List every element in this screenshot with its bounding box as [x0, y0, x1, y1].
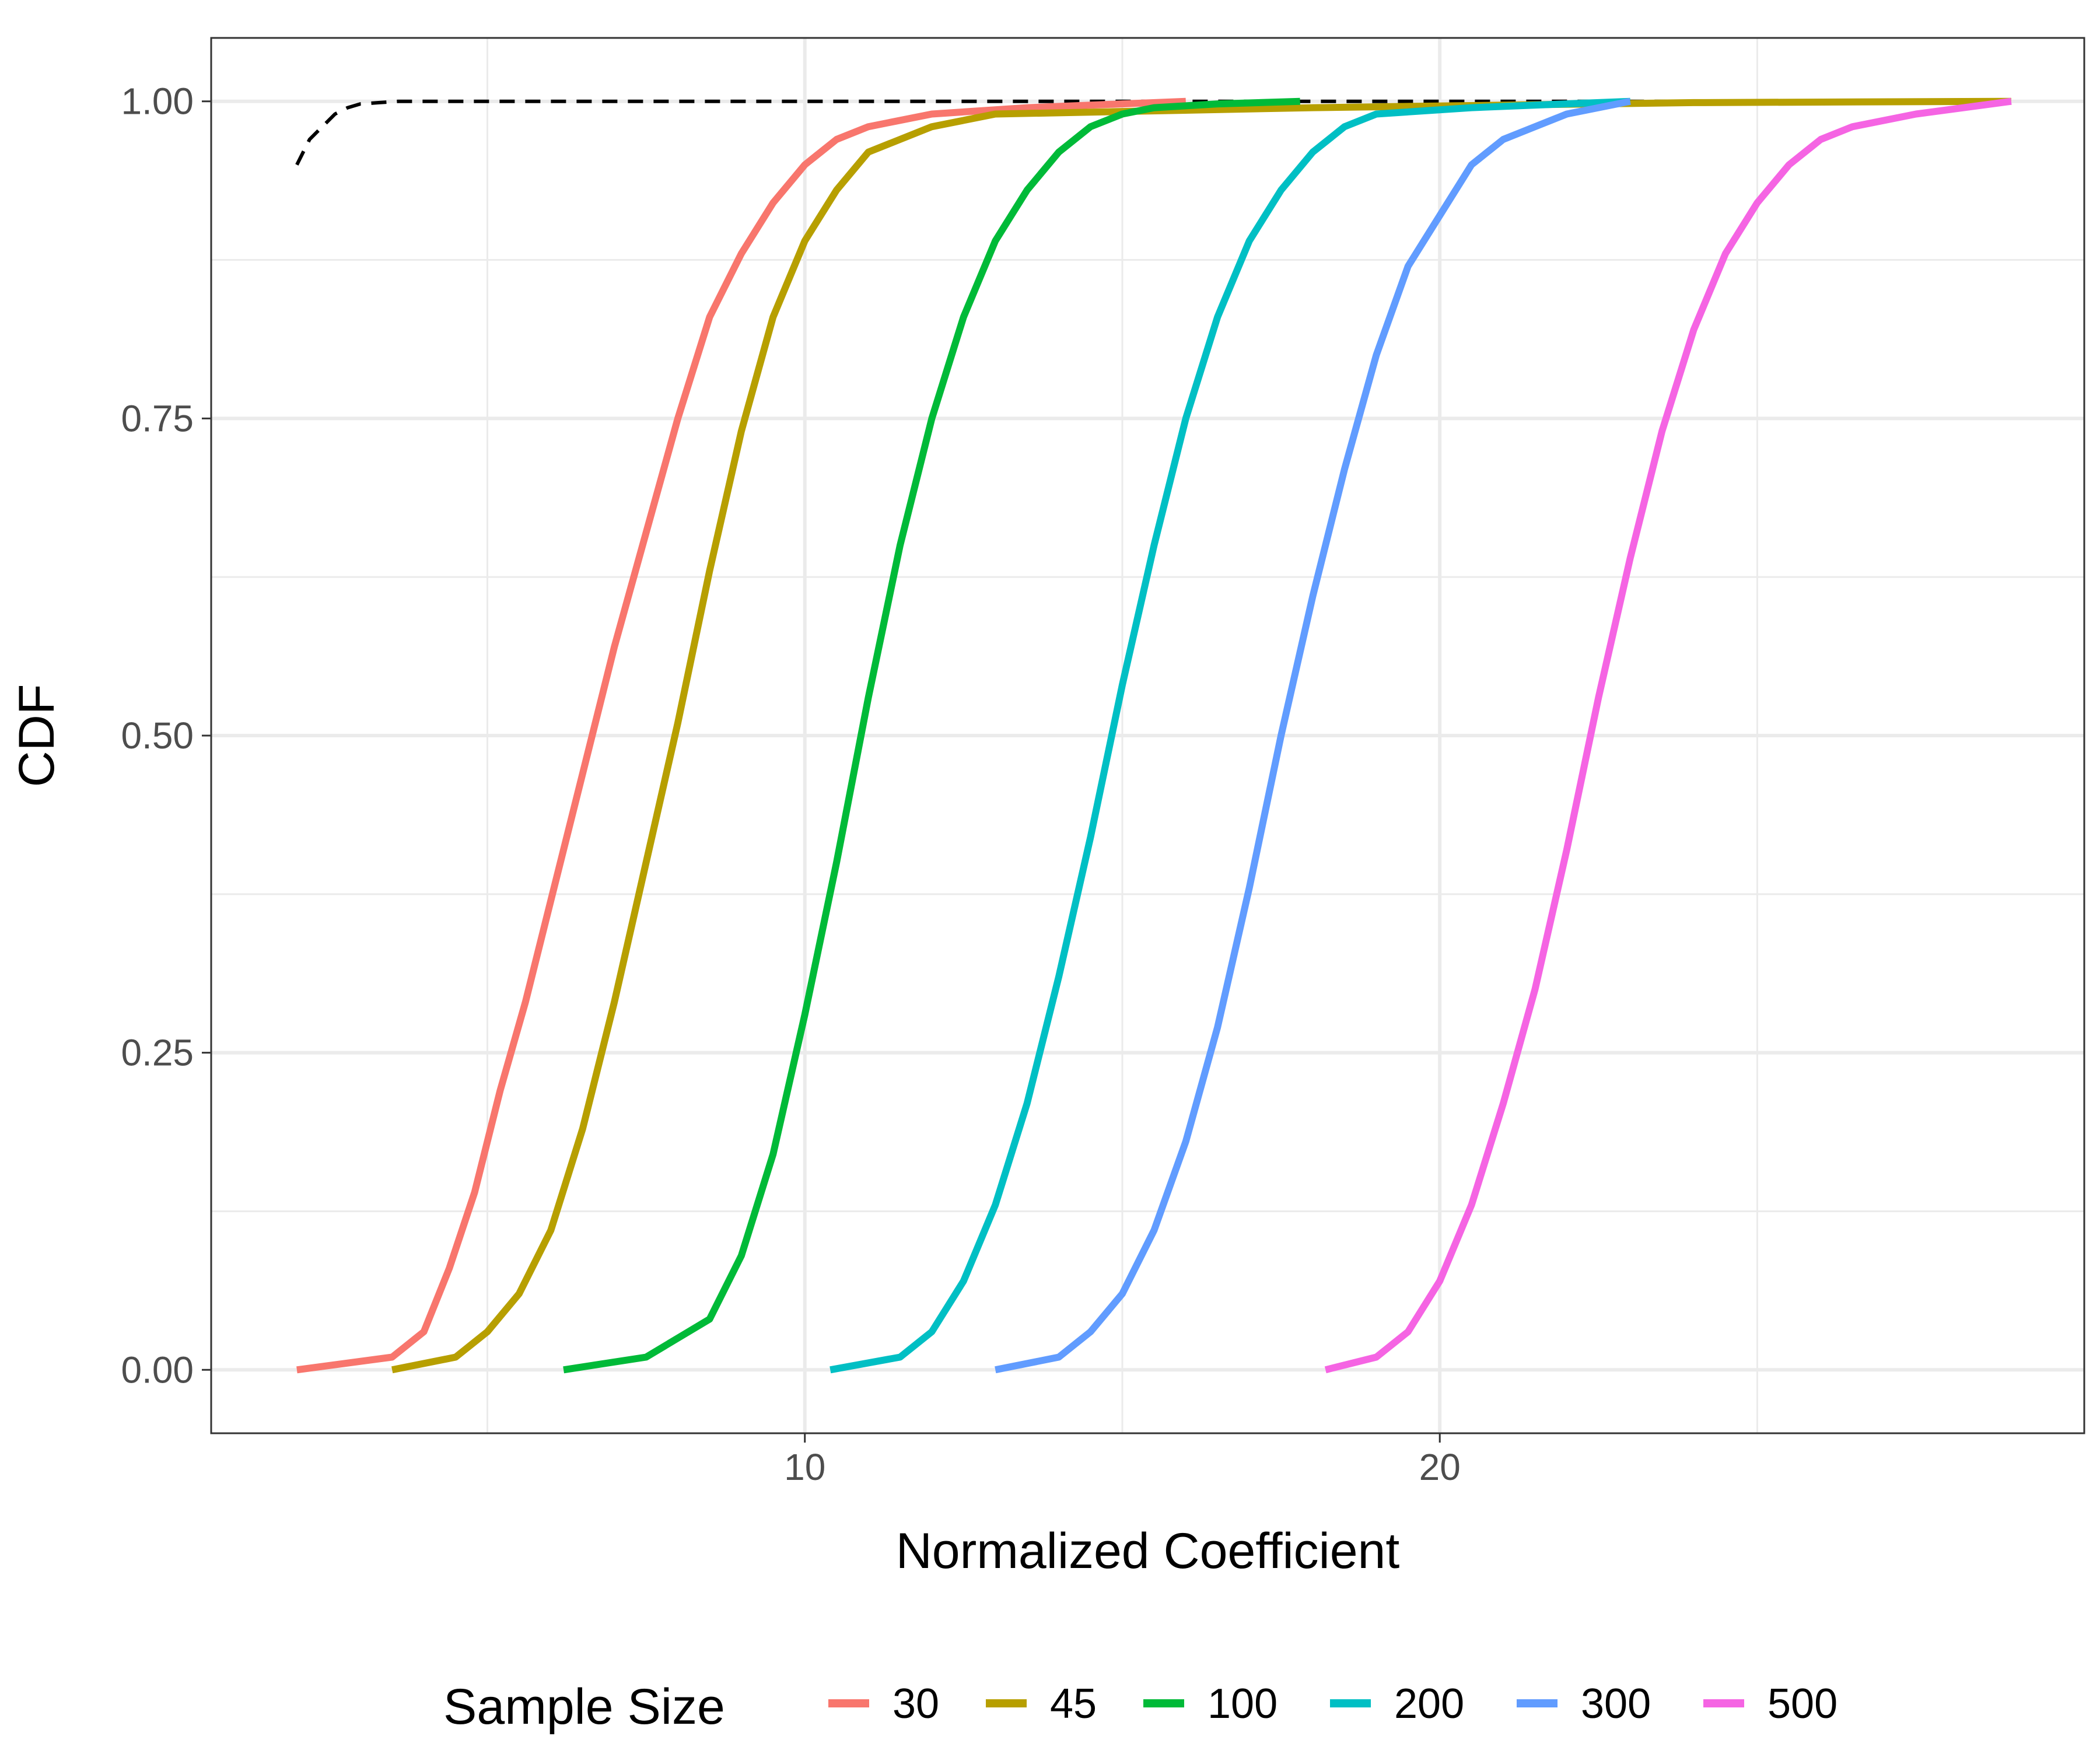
legend-label-500: 500 — [1768, 1681, 1838, 1727]
series-line-45 — [391, 97, 2011, 1374]
x-tick-label: 10 — [784, 1446, 825, 1488]
x-tick-label: 20 — [1419, 1446, 1461, 1488]
reference-dashed-line — [295, 99, 2011, 166]
y-axis-title: CDF — [9, 684, 65, 788]
reference-line-layer — [295, 99, 2011, 166]
legend-label-100: 100 — [1208, 1681, 1278, 1727]
series-line-300 — [995, 97, 1631, 1374]
x-axis-ticks: 10 20 — [784, 1433, 1461, 1488]
y-axis-ticks: 0.00 0.25 0.50 0.75 1.00 — [121, 80, 211, 1391]
major-gridlines — [211, 38, 2084, 1433]
legend-items: 30 45 100 200 300 500 — [828, 1681, 1838, 1727]
legend-label-45: 45 — [1050, 1681, 1097, 1727]
legend-title: Sample Size — [443, 1679, 725, 1735]
y-tick-label: 1.00 — [121, 80, 194, 123]
legend-label-30: 30 — [892, 1681, 939, 1727]
y-tick-label: 0.00 — [121, 1349, 194, 1391]
legend: Sample Size 30 45 100 200 300 500 — [443, 1679, 1838, 1735]
series-line-30 — [296, 97, 1186, 1374]
y-tick-label: 0.75 — [121, 397, 194, 439]
series-layer — [296, 97, 2012, 1374]
x-axis-title: Normalized Coefficient — [896, 1523, 1400, 1579]
series-line-100 — [563, 97, 1300, 1374]
series-line-500 — [1324, 97, 2012, 1374]
legend-label-300: 300 — [1581, 1681, 1651, 1727]
legend-label-200: 200 — [1394, 1681, 1464, 1727]
y-tick-label: 0.50 — [121, 715, 194, 757]
y-tick-label: 0.25 — [121, 1032, 194, 1074]
series-line-200 — [830, 97, 1630, 1374]
